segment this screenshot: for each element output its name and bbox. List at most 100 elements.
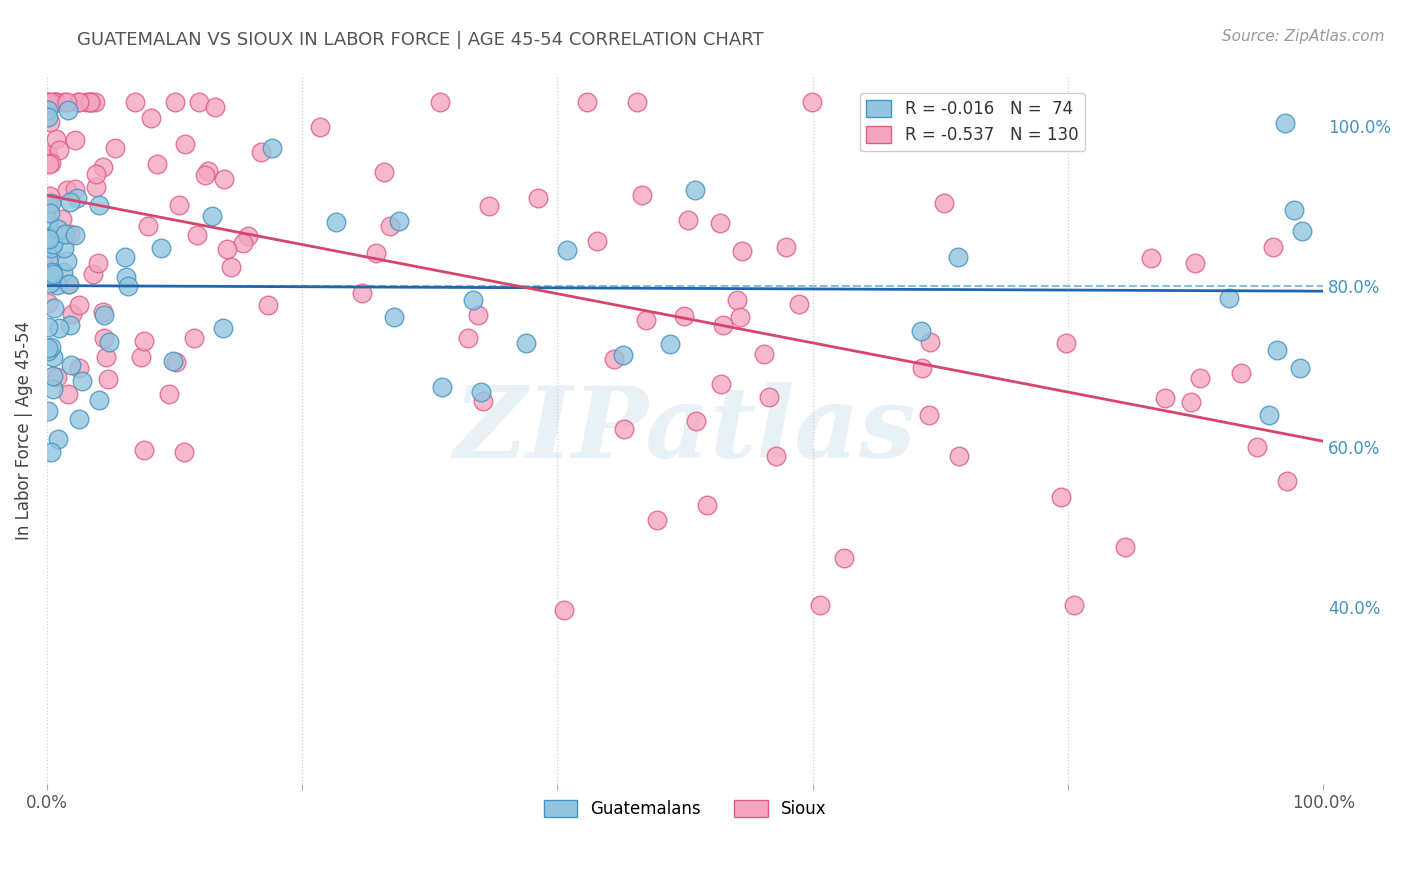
- Point: [63, 182, 86, 196]
- Point: [553, 602, 575, 616]
- Point: [636, 313, 658, 327]
- Point: [325, 215, 347, 229]
- Point: [37, 320, 59, 334]
- Point: [67, 95, 90, 109]
- Point: [56, 95, 79, 109]
- Point: [232, 235, 254, 250]
- Point: [765, 449, 787, 463]
- Point: [169, 198, 191, 212]
- Point: [201, 209, 224, 223]
- Point: [250, 145, 273, 159]
- Point: [685, 414, 707, 428]
- Point: [626, 95, 648, 109]
- Point: [1063, 599, 1085, 613]
- Point: [86, 180, 108, 194]
- Point: [104, 141, 127, 155]
- Point: [45, 132, 67, 146]
- Point: [429, 95, 451, 109]
- Point: [56, 277, 79, 291]
- Point: [63, 133, 86, 147]
- Point: [163, 95, 186, 109]
- Point: [39, 241, 62, 255]
- Point: [366, 245, 388, 260]
- Legend: Guatemalans, Sioux: Guatemalans, Sioux: [537, 793, 834, 825]
- Point: [39, 340, 62, 354]
- Point: [37, 213, 59, 227]
- Point: [44, 95, 66, 109]
- Point: [79, 95, 101, 109]
- Point: [59, 358, 82, 372]
- Point: [801, 95, 824, 109]
- Point: [37, 148, 59, 162]
- Point: [1274, 116, 1296, 130]
- Point: [41, 237, 63, 252]
- Point: [352, 285, 374, 300]
- Point: [91, 160, 114, 174]
- Point: [430, 380, 453, 394]
- Point: [86, 256, 108, 270]
- Point: [46, 277, 69, 292]
- Point: [215, 242, 238, 256]
- Point: [758, 390, 780, 404]
- Point: [576, 95, 599, 109]
- Point: [948, 250, 970, 264]
- Point: [39, 445, 62, 459]
- Point: [165, 355, 187, 369]
- Text: Source: ZipAtlas.com: Source: ZipAtlas.com: [1222, 29, 1385, 44]
- Point: [53, 241, 76, 255]
- Point: [808, 598, 831, 612]
- Point: [79, 95, 101, 109]
- Point: [186, 228, 208, 243]
- Point: [37, 95, 59, 109]
- Point: [134, 443, 156, 458]
- Point: [87, 198, 110, 212]
- Point: [46, 433, 69, 447]
- Point: [37, 295, 59, 310]
- Point: [173, 444, 195, 458]
- Point: [56, 183, 79, 197]
- Point: [117, 279, 139, 293]
- Point: [42, 368, 65, 383]
- Point: [1263, 240, 1285, 254]
- Point: [44, 301, 66, 316]
- Point: [1289, 360, 1312, 375]
- Point: [66, 191, 89, 205]
- Point: [645, 513, 668, 527]
- Point: [911, 361, 934, 376]
- Point: [67, 412, 90, 426]
- Point: [41, 265, 63, 279]
- Point: [832, 550, 855, 565]
- Point: [1153, 391, 1175, 405]
- Point: [82, 267, 104, 281]
- Point: [709, 216, 731, 230]
- Point: [39, 195, 62, 210]
- Point: [711, 318, 734, 332]
- Text: GUATEMALAN VS SIOUX IN LABOR FORCE | AGE 45-54 CORRELATION CHART: GUATEMALAN VS SIOUX IN LABOR FORCE | AGE…: [77, 31, 763, 49]
- Point: [1140, 251, 1163, 265]
- Point: [55, 253, 77, 268]
- Point: [555, 244, 578, 258]
- Point: [58, 277, 80, 292]
- Point: [457, 331, 479, 345]
- Point: [39, 276, 62, 290]
- Point: [463, 293, 485, 307]
- Point: [603, 352, 626, 367]
- Point: [44, 95, 66, 109]
- Point: [1246, 440, 1268, 454]
- Point: [613, 422, 636, 436]
- Point: [257, 298, 280, 312]
- Point: [58, 103, 80, 117]
- Point: [194, 168, 217, 182]
- Point: [37, 197, 59, 211]
- Point: [586, 235, 609, 249]
- Point: [59, 318, 82, 333]
- Point: [56, 386, 79, 401]
- Point: [38, 152, 60, 166]
- Point: [1114, 540, 1136, 554]
- Point: [38, 231, 60, 245]
- Point: [204, 100, 226, 114]
- Point: [157, 387, 180, 401]
- Point: [1184, 256, 1206, 270]
- Point: [696, 498, 718, 512]
- Y-axis label: In Labor Force | Age 45-54: In Labor Force | Age 45-54: [15, 321, 32, 540]
